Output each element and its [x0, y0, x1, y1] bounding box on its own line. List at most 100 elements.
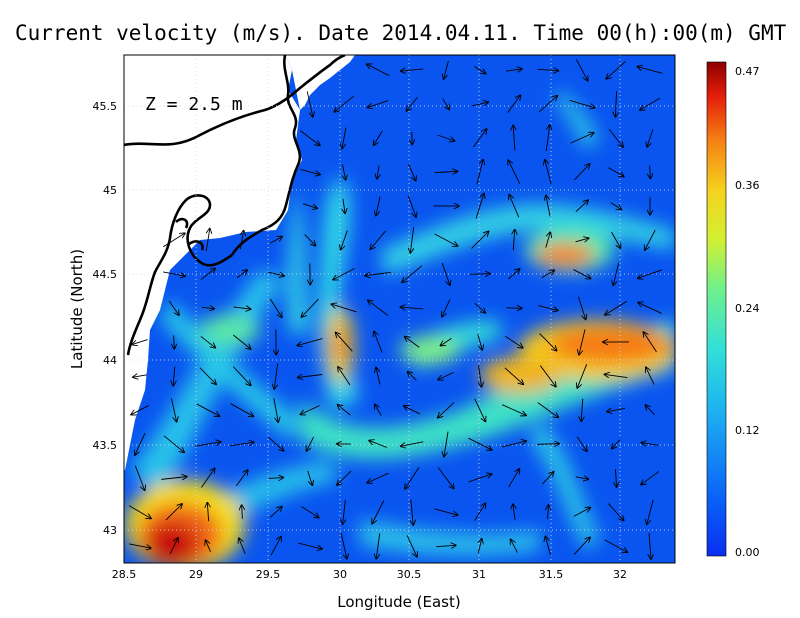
velocity-arrow — [205, 229, 210, 252]
velocity-arrow — [367, 472, 389, 483]
velocity-arrow — [434, 233, 458, 246]
velocity-arrow — [650, 165, 651, 179]
velocity-arrow — [332, 304, 357, 313]
velocity-arrow — [537, 402, 558, 418]
velocity-arrow — [200, 268, 215, 280]
velocity-arrow — [508, 160, 521, 184]
velocity-arrow — [548, 505, 549, 519]
velocity-arrow — [301, 405, 320, 415]
velocity-arrow — [199, 367, 216, 384]
velocity-arrow — [638, 303, 662, 314]
velocity-arrow — [402, 265, 423, 282]
velocity-arrow — [367, 64, 390, 77]
velocity-arrow — [474, 302, 485, 312]
velocity-arrow — [407, 194, 416, 217]
velocity-arrow — [575, 238, 589, 242]
velocity-arrow — [401, 69, 424, 71]
velocity-arrow — [505, 335, 522, 347]
velocity-arrow — [513, 126, 515, 151]
velocity-arrow — [605, 300, 628, 315]
velocity-arrow — [511, 540, 518, 553]
velocity-arrow — [546, 196, 551, 217]
velocity-arrow — [267, 271, 284, 276]
velocity-arrow — [579, 329, 586, 354]
velocity-arrow — [408, 372, 417, 381]
velocity-arrow — [444, 61, 449, 79]
velocity-arrow — [337, 470, 352, 485]
velocity-arrow — [504, 367, 523, 384]
velocity-arrow — [306, 91, 313, 116]
velocity-arrow — [577, 296, 585, 319]
velocity-arrow — [537, 444, 559, 445]
velocity-arrow — [405, 467, 420, 488]
velocity-arrow — [545, 125, 549, 151]
velocity-arrow — [171, 398, 176, 422]
velocity-arrow — [207, 503, 208, 522]
velocity-arrow — [437, 134, 455, 141]
velocity-arrow — [298, 542, 322, 549]
y-tick-label: 45.5 — [93, 100, 118, 113]
velocity-arrow — [342, 164, 345, 179]
velocity-arrow — [576, 436, 587, 451]
velocity-arrow — [476, 160, 483, 185]
velocity-arrow — [365, 271, 391, 275]
velocity-arrow — [268, 436, 284, 450]
velocity-arrow — [508, 269, 519, 280]
velocity-arrow — [300, 130, 319, 146]
velocity-arrow — [606, 61, 626, 78]
velocity-arrow — [638, 269, 663, 278]
velocity-arrow — [608, 503, 623, 521]
velocity-arrow — [242, 505, 243, 519]
velocity-arrow — [613, 262, 620, 285]
velocity-arrow — [132, 339, 148, 345]
velocity-arrow — [168, 300, 179, 315]
velocity-arrow — [645, 229, 656, 250]
velocity-arrow — [513, 504, 515, 520]
velocity-arrow — [647, 129, 654, 146]
velocity-arrow — [638, 67, 663, 74]
colorbar-label: 0.24 — [735, 302, 760, 315]
velocity-arrow — [442, 299, 451, 316]
velocity-arrow — [641, 471, 660, 484]
velocity-arrow — [569, 99, 595, 107]
velocity-arrow — [436, 545, 455, 546]
velocity-arrow — [407, 96, 418, 111]
x-tick-label: 29 — [189, 568, 203, 581]
y-tick-label: 44.5 — [93, 268, 118, 281]
velocity-arrow — [545, 232, 550, 248]
velocity-arrow — [574, 164, 589, 181]
velocity-arrow — [268, 478, 283, 479]
velocity-arrow — [298, 374, 323, 377]
velocity-arrow — [474, 503, 486, 521]
velocity-arrow — [509, 195, 520, 218]
velocity-arrow — [307, 470, 313, 485]
velocity-arrow — [369, 441, 387, 448]
velocity-arrow — [605, 374, 628, 377]
x-axis-label: Longitude (East) — [337, 593, 460, 611]
velocity-arrow — [273, 398, 278, 422]
velocity-arrow — [405, 337, 420, 348]
velocity-arrow — [300, 168, 320, 174]
velocity-arrow — [441, 338, 452, 345]
colorbar-label: 0.00 — [735, 546, 760, 559]
velocity-arrow — [411, 499, 413, 525]
velocity-arrow — [306, 436, 314, 451]
velocity-arrow — [233, 366, 250, 386]
velocity-arrow — [539, 333, 557, 350]
velocity-arrow — [201, 468, 214, 488]
velocity-arrow — [538, 96, 557, 113]
velocity-arrow — [368, 300, 389, 317]
velocity-arrow — [545, 160, 552, 185]
plot-area — [124, 55, 675, 563]
y-tick-label: 45 — [103, 184, 117, 197]
velocity-arrow — [474, 398, 486, 422]
velocity-arrow — [607, 408, 626, 411]
velocity-arrow — [233, 334, 250, 349]
velocity-arrow — [442, 98, 449, 110]
velocity-arrow — [304, 234, 316, 245]
velocity-arrow — [239, 538, 246, 554]
velocity-arrow — [343, 198, 345, 213]
velocity-arrow — [642, 443, 659, 446]
velocity-arrow — [542, 472, 553, 485]
